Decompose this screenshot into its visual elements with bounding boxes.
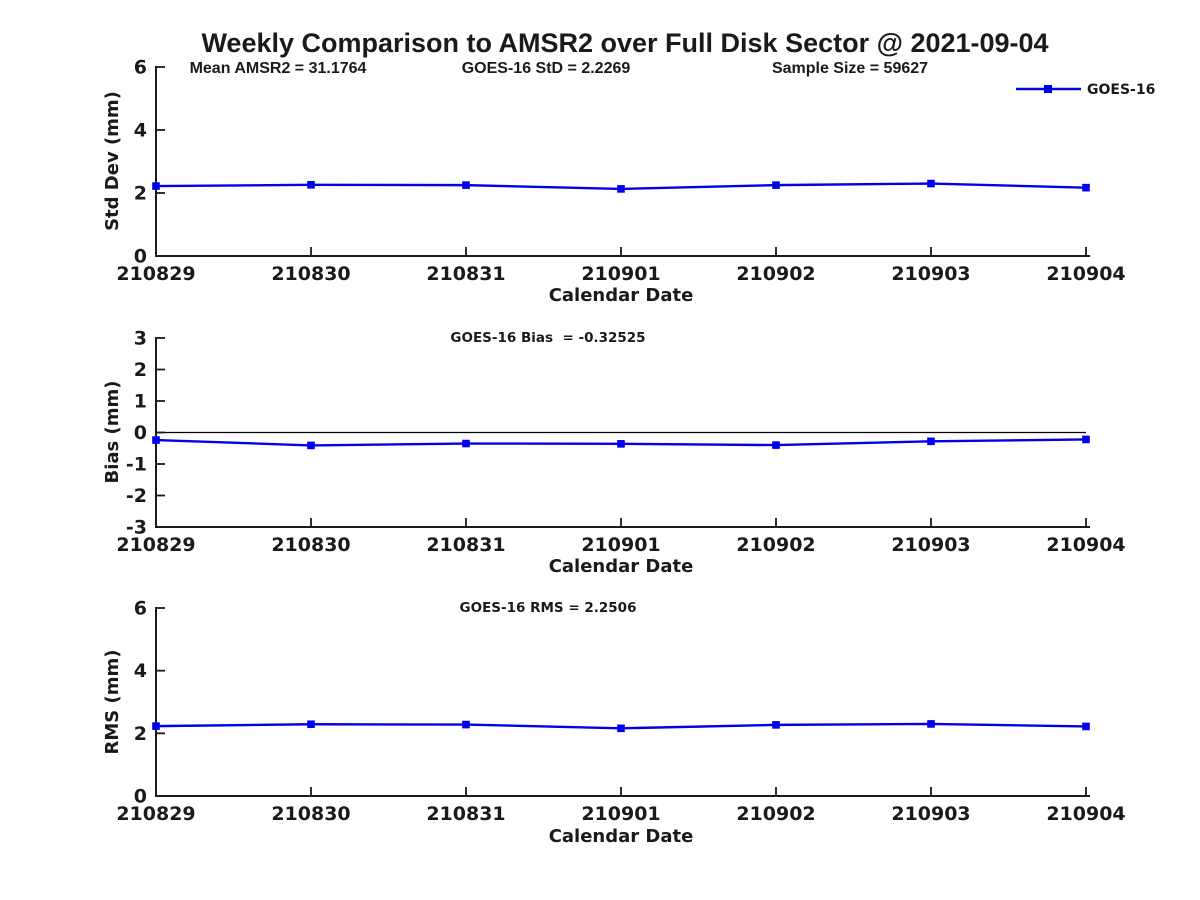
data-point-marker	[772, 181, 780, 189]
annotation-goes16-std: GOES-16 StD = 2.2269	[462, 60, 631, 77]
x-axis-label-std-dev: Calendar Date	[549, 285, 694, 306]
y-axis-label-rms: RMS (mm)	[102, 650, 123, 755]
x-tick-label: 210904	[1046, 803, 1125, 825]
x-tick-label: 210904	[1046, 534, 1125, 556]
y-tick-label: 0	[134, 246, 147, 268]
data-point-marker	[927, 720, 935, 728]
panel-std-dev: Mean AMSR2 = 31.1764 GOES-16 StD = 2.226…	[102, 57, 1155, 307]
x-tick-label: 210829	[116, 263, 195, 285]
x-tick-label: 210902	[736, 534, 815, 556]
y-tick-label: 2	[134, 359, 147, 381]
data-point-marker	[927, 437, 935, 446]
axes-bias: -3 -2 -1 0 1 2 3 210829 210830 210831 210901 210902…	[116, 328, 1125, 557]
y-tick-label: 4	[134, 660, 147, 682]
panel-title-bias: GOES-16 Bias = -0.32525	[450, 330, 645, 346]
data-point-marker	[462, 720, 470, 729]
panel-rms: GOES-16 RMS = 2.2506 0 2 4 6 210829 210830 210…	[102, 598, 1126, 848]
data-point-marker	[1082, 435, 1090, 444]
y-tick-label: 6	[134, 57, 147, 79]
axes-spines	[155, 337, 1090, 528]
legend: GOES-16	[1016, 82, 1155, 98]
data-point-marker	[462, 439, 470, 448]
data-point-marker	[307, 181, 315, 189]
x-tick-label: 210903	[891, 803, 970, 825]
legend-label: GOES-16	[1087, 82, 1155, 98]
data-point-marker	[152, 722, 160, 730]
x-tick-label: 210830	[271, 803, 350, 825]
data-point-marker	[1082, 722, 1090, 731]
x-tick-label: 210901	[581, 534, 660, 556]
y-tick-label: 1	[134, 391, 147, 413]
y-axis-label-bias: Bias (mm)	[102, 381, 123, 484]
x-tick-label: 210902	[736, 263, 815, 285]
x-tick-label: 210830	[271, 263, 350, 285]
x-tick-label: 210902	[736, 803, 815, 825]
axes-spines	[155, 607, 1090, 797]
data-point-marker	[1082, 183, 1090, 192]
data-point-marker	[772, 721, 780, 729]
x-axis-label-bias: Calendar Date	[549, 556, 694, 577]
axes-rms: 0 2 4 6 210829 210830 210831 210901 210902 210903…	[116, 598, 1125, 826]
data-point-marker	[617, 724, 625, 733]
legend-marker	[1044, 85, 1052, 93]
x-tick-label: 210901	[581, 263, 660, 285]
data-point-marker	[307, 441, 315, 450]
annotation-sample-size: Sample Size = 59627	[772, 60, 928, 77]
data-point-marker	[152, 436, 160, 444]
x-tick-label: 210831	[426, 803, 505, 825]
data-point-marker	[617, 440, 625, 448]
y-tick-label: -3	[126, 517, 147, 539]
x-tick-label: 210904	[1046, 263, 1125, 285]
x-tick-label: 210903	[891, 534, 970, 556]
axes-spines	[155, 66, 1090, 257]
axes-std-dev: 0 2 4 6 210829 210830 210831 210901 210902 210903…	[116, 57, 1125, 286]
x-tick-label: 210830	[271, 534, 350, 556]
data-point-marker	[307, 720, 315, 729]
x-tick-label: 210829	[116, 534, 195, 556]
data-point-marker	[927, 179, 935, 188]
data-point-marker	[152, 182, 160, 190]
annotation-mean-amsr2: Mean AMSR2 = 31.1764	[190, 60, 367, 77]
y-tick-label: 0	[134, 422, 147, 444]
y-tick-label: 2	[134, 723, 147, 745]
data-point-marker	[462, 181, 470, 189]
y-tick-label: 4	[134, 120, 147, 142]
y-tick-label: -2	[126, 485, 147, 507]
y-axis-label-std-dev: Std Dev (mm)	[102, 91, 123, 231]
y-tick-label: 6	[134, 598, 147, 620]
x-tick-label: 210903	[891, 263, 970, 285]
x-tick-label: 210829	[116, 803, 195, 825]
panel-bias: GOES-16 Bias = -0.32525 -3 -2 -1 0 1 2 3 210829…	[102, 328, 1126, 578]
data-point-marker	[772, 441, 780, 449]
x-tick-label: 210831	[426, 534, 505, 556]
data-point-marker	[617, 185, 625, 193]
y-tick-label: 2	[134, 183, 147, 205]
x-tick-label: 210901	[581, 803, 660, 825]
panel-title-rms: GOES-16 RMS = 2.2506	[460, 600, 637, 616]
x-tick-label: 210831	[426, 263, 505, 285]
y-tick-label: -1	[126, 454, 147, 476]
y-tick-label: 0	[134, 786, 147, 808]
y-tick-label: 3	[134, 328, 147, 350]
x-axis-label-rms: Calendar Date	[549, 826, 694, 847]
chart-title: Weekly Comparison to AMSR2 over Full Dis…	[201, 28, 1048, 58]
